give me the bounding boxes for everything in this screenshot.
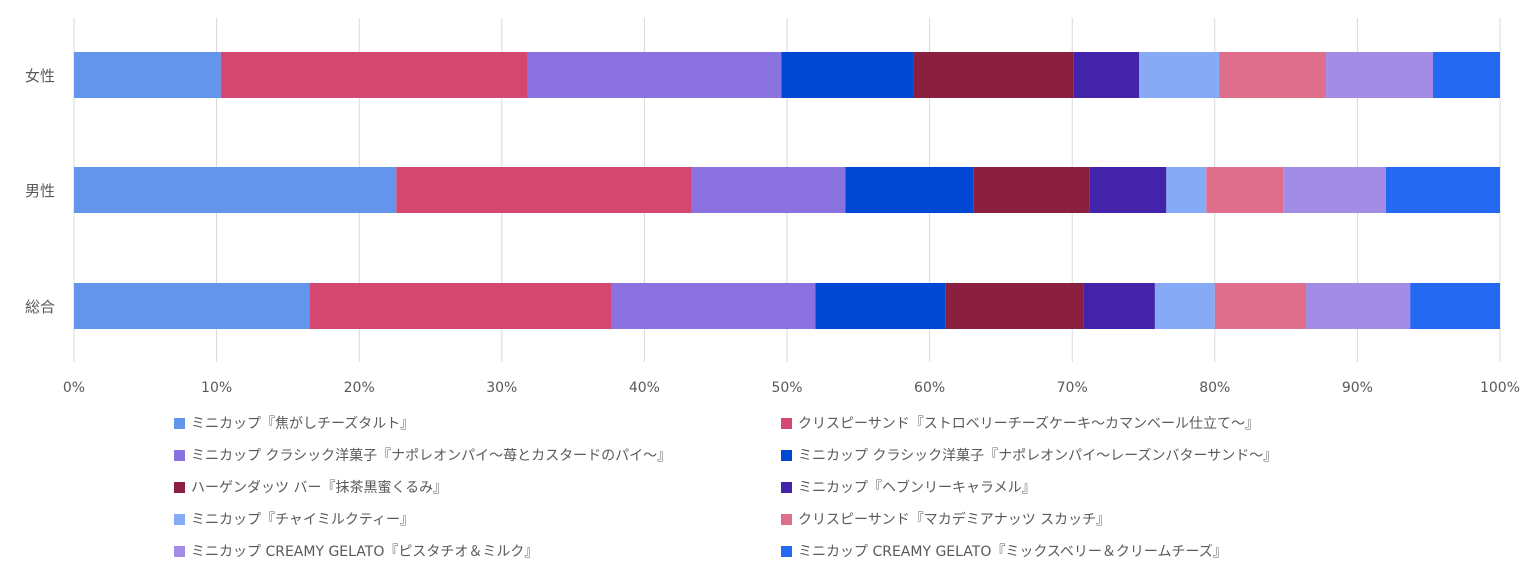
bar-segment: [815, 283, 946, 329]
legend-item: ミニカップ クラシック洋菓子『ナポレオンパイ〜レーズンバターサンド〜』: [781, 442, 1277, 468]
legend: ミニカップ『焦がしチーズタルト』 クリスピーサンド『ストロベリーチーズケーキ〜カマ…: [0, 410, 1533, 575]
legend-item: ミニカップ『チャイミルクティー』: [174, 506, 414, 532]
legend-swatch: [781, 513, 792, 525]
legend-label: クリスピーサンド『マカデミアナッツ スカッチ』: [798, 512, 1111, 528]
legend-swatch: [781, 545, 792, 557]
bar-segment: [1214, 283, 1307, 329]
legend-label: ミニカップ『ヘブンリーキャラメル』: [798, 480, 1036, 496]
bar-segment: [781, 52, 914, 98]
legend-swatch: [174, 481, 185, 493]
category-label: 女性: [25, 67, 55, 85]
x-tick-label: 20%: [344, 380, 375, 396]
legend-item: クリスピーサンド『マカデミアナッツ スカッチ』: [781, 506, 1110, 532]
bar-segment: [74, 283, 310, 329]
x-tick-label: 50%: [771, 380, 802, 396]
legend-swatch: [174, 449, 185, 461]
legend-item: ミニカップ クラシック洋菓子『ナポレオンパイ〜苺とカスタードのパイ〜』: [174, 442, 671, 468]
bar-segment: [527, 52, 782, 98]
bar-segment: [1432, 52, 1500, 98]
legend-item: ミニカップ『ヘブンリーキャラメル』: [781, 474, 1036, 500]
legend-label: ミニカップ CREAMY GELATO『ピスタチオ＆ミルク』: [191, 544, 539, 560]
bar-segment: [1073, 52, 1140, 98]
bar-segment: [691, 167, 846, 213]
bar-segment: [1410, 283, 1500, 329]
legend-swatch: [781, 449, 792, 461]
bar-segment: [945, 283, 1084, 329]
legend-swatch: [781, 481, 792, 493]
legend-item: ミニカップ CREAMY GELATO『ミックスベリー＆クリームチーズ』: [781, 538, 1227, 564]
legend-label: ハーゲンダッツ バー『抹茶黒蜜くるみ』: [191, 480, 448, 496]
x-tick-label: 10%: [201, 380, 232, 396]
x-tick-label: 70%: [1057, 380, 1088, 396]
legend-label: ミニカップ『チャイミルクティー』: [191, 512, 415, 528]
legend-swatch: [781, 417, 792, 429]
x-tick-label: 100%: [1480, 380, 1520, 396]
x-tick-label: 30%: [486, 380, 517, 396]
legend-label: クリスピーサンド『ストロベリーチーズケーキ〜カマンベール仕立て〜』: [798, 416, 1260, 432]
legend-swatch: [174, 513, 185, 525]
legend-label: ミニカップ クラシック洋菓子『ナポレオンパイ〜レーズンバターサンド〜』: [798, 448, 1278, 464]
bar-segment: [396, 167, 692, 213]
bar-segment: [220, 52, 528, 98]
bar-segment: [1206, 167, 1284, 213]
bar-segment: [1083, 283, 1155, 329]
legend-label: ミニカップ『焦がしチーズタルト』: [191, 416, 415, 432]
category-label: 総合: [25, 298, 55, 316]
bar-segment: [1306, 283, 1411, 329]
bar-segment: [1283, 167, 1386, 213]
x-tick-label: 80%: [1199, 380, 1230, 396]
x-tick-label: 40%: [629, 380, 660, 396]
bar-segment: [309, 283, 612, 329]
legend-item: ハーゲンダッツ バー『抹茶黒蜜くるみ』: [174, 474, 447, 500]
x-tick-label: 0%: [63, 380, 85, 396]
bar-segment: [1166, 167, 1207, 213]
x-tick-label: 90%: [1342, 380, 1373, 396]
legend-item: ミニカップ CREAMY GELATO『ピスタチオ＆ミルク』: [174, 538, 538, 564]
bar-segment: [74, 167, 397, 213]
legend-label: ミニカップ CREAMY GELATO『ミックスベリー＆クリームチーズ』: [798, 544, 1227, 560]
legend-item: ミニカップ『焦がしチーズタルト』: [174, 410, 414, 436]
legend-label: ミニカップ クラシック洋菓子『ナポレオンパイ〜苺とカスタードのパイ〜』: [191, 448, 672, 464]
x-tick-label: 60%: [914, 380, 945, 396]
legend-item: クリスピーサンド『ストロベリーチーズケーキ〜カマンベール仕立て〜』: [781, 410, 1259, 436]
legend-swatch: [174, 417, 185, 429]
bar-segment: [845, 167, 974, 213]
legend-swatch: [174, 545, 185, 557]
bar-segment: [1385, 167, 1500, 213]
bar-segment: [1089, 167, 1167, 213]
bar-segment: [913, 52, 1074, 98]
bar-segment: [1139, 52, 1220, 98]
bar-segment: [973, 167, 1090, 213]
bar-segment: [1326, 52, 1433, 98]
bar-segment: [611, 283, 816, 329]
bar-segment: [1219, 52, 1327, 98]
bar-segment: [74, 52, 221, 98]
bar-segment: [1154, 283, 1215, 329]
category-label: 男性: [25, 182, 55, 200]
